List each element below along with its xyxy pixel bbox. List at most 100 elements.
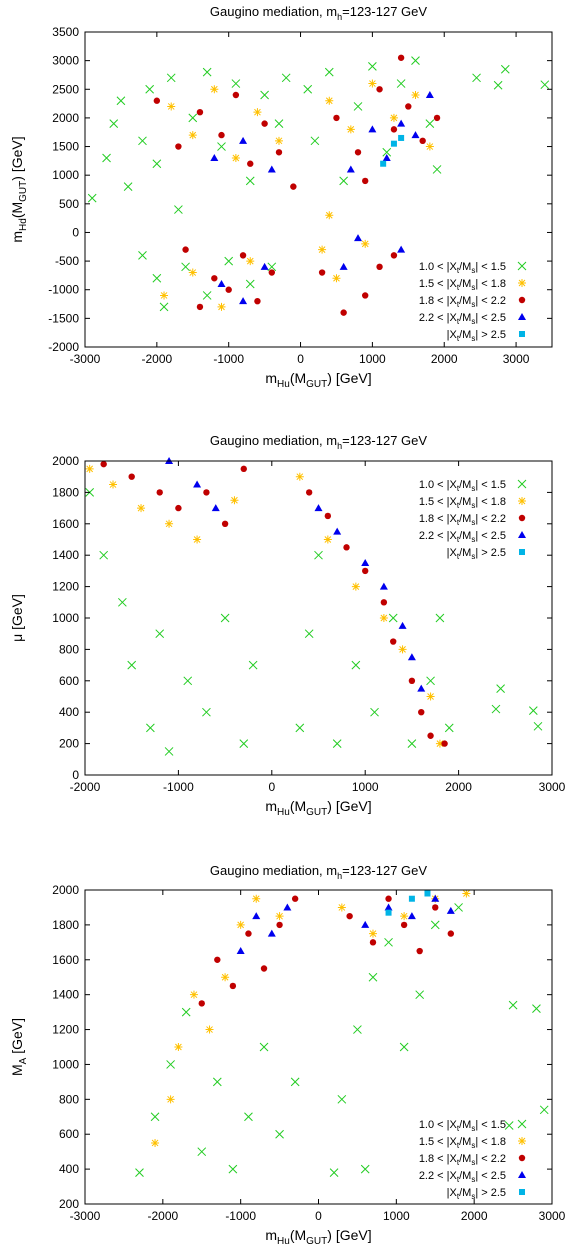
- data-point: [432, 165, 442, 174]
- data-point: [368, 929, 377, 938]
- data-point: [153, 97, 161, 104]
- data-point: [138, 136, 147, 146]
- data-point: [224, 256, 234, 266]
- data-point: [353, 1025, 362, 1034]
- data-point: [310, 136, 320, 146]
- data-point: [221, 520, 229, 527]
- data-point: [411, 56, 420, 65]
- data-point: [390, 126, 398, 133]
- data-point: [245, 930, 252, 937]
- y-axis-label: mHd(MGUT) [GeV]: [9, 136, 29, 242]
- data-point: [339, 176, 348, 186]
- x-axis-label: mHu(MGUT) [GeV]: [265, 1227, 371, 1247]
- data-point: [368, 62, 377, 71]
- data-point: [245, 279, 255, 289]
- data-point: [362, 177, 369, 185]
- data-point: [314, 550, 323, 560]
- data-point: [324, 512, 332, 520]
- data-point: [362, 567, 369, 575]
- data-point: [425, 142, 434, 151]
- data-point: [397, 54, 405, 61]
- data-point: [384, 937, 393, 947]
- data-point: [99, 550, 109, 560]
- x-tick-label: 3000: [539, 780, 566, 794]
- data-point: [188, 268, 197, 277]
- data-point: [304, 629, 314, 639]
- data-point: [246, 257, 255, 266]
- data-point: [267, 929, 276, 937]
- data-point: [339, 262, 348, 270]
- legend-label: |Xt/Ms| > 2.5: [447, 1187, 506, 1201]
- x-tick-label: -3000: [70, 1209, 101, 1223]
- data-point: [183, 676, 193, 686]
- x-tick-label: 0: [268, 780, 275, 794]
- data-point: [369, 939, 377, 946]
- data-point: [346, 912, 353, 920]
- data-point: [360, 1164, 370, 1174]
- legend-label: 1.8 < |Xt/Ms| < 2.2: [419, 1153, 506, 1167]
- data-point: [382, 147, 392, 157]
- data-point: [540, 80, 550, 90]
- data-point: [167, 102, 176, 111]
- data-point: [116, 96, 126, 106]
- data-point: [210, 154, 219, 161]
- x-tick-label: 2000: [431, 352, 458, 366]
- data-point: [102, 153, 111, 163]
- legend-label: |Xt/Ms| > 2.5: [447, 329, 506, 343]
- data-point: [427, 732, 434, 739]
- y-tick-label: 1000: [52, 611, 79, 625]
- data-point: [214, 956, 221, 963]
- data-point: [160, 291, 169, 300]
- data-point: [418, 709, 425, 716]
- legend-marker: [519, 331, 525, 337]
- data-point: [109, 119, 119, 128]
- data-point: [232, 91, 240, 99]
- data-point: [252, 894, 261, 903]
- y-tick-label: -500: [55, 254, 79, 268]
- legend-marker: [518, 1171, 526, 1178]
- y-axis-label: MA [GeV]: [9, 1018, 29, 1076]
- data-point: [268, 269, 275, 276]
- data-point: [175, 504, 182, 512]
- x-tick-label: 2000: [445, 780, 472, 794]
- data-point: [128, 473, 135, 480]
- data-point: [275, 149, 283, 156]
- y-tick-label: -2000: [48, 340, 79, 354]
- y-tick-label: 2500: [52, 82, 79, 96]
- y-tick-label: 1600: [52, 953, 79, 967]
- data-point: [318, 245, 327, 254]
- data-point: [435, 739, 444, 748]
- x-axis-label: mHu(MGUT) [GeV]: [265, 370, 371, 390]
- y-tick-label: 800: [59, 642, 79, 656]
- legend-label: 1.8 < |Xt/Ms| < 2.2: [419, 513, 506, 527]
- data-point: [248, 660, 258, 670]
- legend-marker: [518, 313, 526, 320]
- data-point: [332, 274, 341, 283]
- data-point: [253, 108, 262, 117]
- data-point: [202, 67, 212, 77]
- y-tick-label: 200: [59, 737, 79, 751]
- data-point: [182, 246, 189, 253]
- data-point: [281, 73, 291, 83]
- data-point: [239, 739, 249, 748]
- data-point: [376, 263, 383, 271]
- data-point: [390, 252, 398, 259]
- data-point: [430, 920, 440, 930]
- data-point: [221, 973, 230, 982]
- data-point: [198, 1000, 205, 1007]
- data-point: [260, 262, 269, 270]
- data-point: [346, 165, 355, 173]
- data-point: [181, 1007, 191, 1017]
- data-point: [164, 747, 174, 756]
- data-point: [174, 205, 183, 214]
- chart-title: Gaugino mediation, mh=123-127 GeV: [210, 433, 427, 451]
- data-point: [444, 723, 454, 733]
- data-point: [152, 159, 162, 169]
- data-point: [432, 904, 439, 911]
- legend-label: 1.0 < |Xt/Ms| < 1.5: [419, 479, 506, 493]
- data-point: [424, 890, 431, 897]
- y-tick-label: 1200: [52, 580, 79, 594]
- data-point: [205, 1025, 214, 1034]
- data-point: [398, 645, 407, 654]
- data-point: [295, 472, 304, 481]
